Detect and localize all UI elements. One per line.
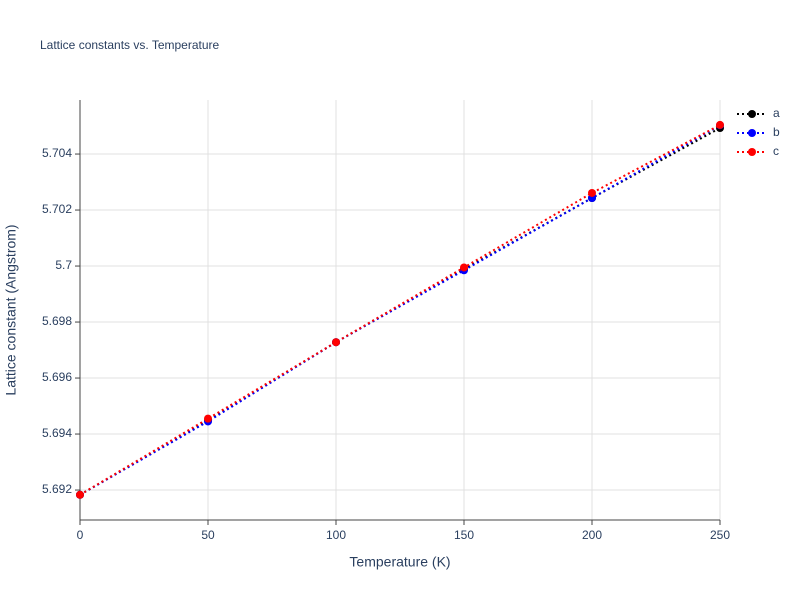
legend-marker [748, 110, 756, 118]
legend-label: a [773, 106, 780, 120]
y-tick-label: 5.698 [42, 314, 72, 328]
x-tick-label: 200 [582, 528, 602, 542]
y-tick-label: 5.692 [42, 482, 72, 496]
y-axis-label: Lattice constant (Angstrom) [3, 224, 19, 395]
data-point [716, 120, 724, 129]
legend-marker [748, 129, 756, 137]
x-axis-label: Temperature (K) [349, 554, 450, 570]
legend-marker [748, 148, 756, 156]
x-tick-label: 150 [454, 528, 474, 542]
data-point [332, 338, 340, 347]
x-tick-label: 0 [77, 528, 84, 542]
x-tick-label: 250 [710, 528, 730, 542]
data-point [460, 263, 468, 272]
data-point [588, 188, 596, 197]
y-tick-label: 5.702 [42, 202, 72, 216]
y-tick-label: 5.7 [55, 258, 72, 272]
x-tick-label: 100 [326, 528, 346, 542]
y-tick-label: 5.704 [42, 146, 72, 160]
y-tick-label: 5.694 [42, 426, 72, 440]
x-tick-label: 50 [201, 528, 215, 542]
y-tick-label: 5.696 [42, 370, 72, 384]
chart-title: Lattice constants vs. Temperature [40, 38, 220, 52]
data-point [204, 414, 212, 423]
data-point [76, 490, 84, 499]
series-line [79, 124, 721, 496]
legend-label: b [773, 125, 780, 139]
legend-label: c [773, 144, 779, 158]
